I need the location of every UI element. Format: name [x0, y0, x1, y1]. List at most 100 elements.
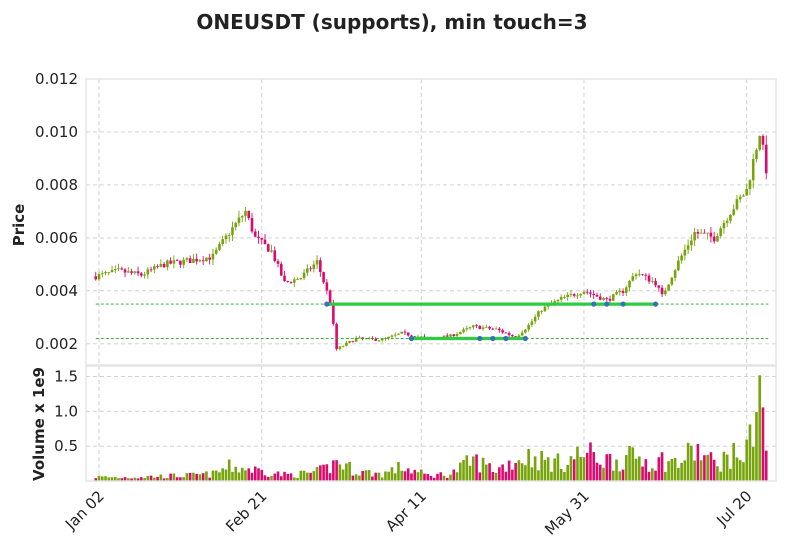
volume-bar [416, 472, 420, 481]
volume-bar [465, 455, 469, 481]
candle-body [172, 260, 176, 264]
candle-body [358, 337, 361, 339]
volume-bar [214, 470, 218, 481]
candle-body [244, 210, 247, 217]
price-axis-ticks: 0.002 0.004 0.006 0.008 0.010 0.012 [35, 70, 78, 353]
volume-bar [358, 475, 361, 481]
volume-bar [286, 473, 290, 481]
candle-body [192, 258, 195, 264]
volume-bar [690, 445, 693, 481]
candle-body [485, 326, 488, 328]
candle-body [638, 274, 641, 276]
volume-bar [253, 466, 257, 481]
candle-body [624, 287, 628, 293]
candle-body [273, 250, 277, 262]
candle-body [611, 294, 615, 301]
volume-bar [205, 471, 208, 481]
volume-bar [647, 471, 651, 481]
volume-bar [354, 474, 358, 481]
candle-body [345, 342, 348, 346]
candle-body [602, 297, 605, 300]
volume-bar [153, 477, 156, 481]
candle-body [745, 188, 749, 196]
volume-bar [110, 477, 114, 481]
candle-body [100, 273, 104, 275]
candle-body [367, 337, 371, 339]
volume-bar [608, 453, 612, 481]
candle-body [468, 327, 472, 329]
candle-body [644, 274, 648, 276]
candle-body [227, 235, 231, 236]
volume-bar [247, 468, 251, 481]
volume-bar [501, 464, 504, 481]
volume-bar [143, 477, 146, 481]
volume-bar [367, 470, 371, 481]
candle-body [146, 269, 150, 275]
volume-bar [221, 468, 224, 481]
candle-body [667, 284, 670, 291]
volume-bar [472, 456, 475, 481]
candle-body [107, 272, 111, 273]
candle-body [387, 336, 390, 339]
candle-body [537, 311, 540, 317]
candle-body [472, 325, 475, 328]
candle-body [113, 269, 117, 270]
candle-body [651, 280, 654, 282]
volume-bar [182, 477, 185, 481]
candlesticks [94, 134, 768, 351]
volume-bar [504, 471, 508, 481]
candle-body [188, 258, 192, 264]
candle-body [725, 220, 729, 223]
volume-bar [263, 475, 267, 481]
candle-body [380, 338, 384, 341]
candle-body [179, 260, 182, 265]
candle-body [657, 285, 661, 288]
candle-body [647, 275, 651, 282]
candle-body [231, 227, 234, 236]
candle-body [729, 214, 732, 221]
volume-bar [104, 476, 107, 481]
volume-bar [179, 477, 182, 481]
candle-body [576, 295, 579, 297]
volume-bar [686, 442, 690, 481]
candle-body [338, 346, 342, 350]
volume-bar [644, 459, 648, 481]
volume-bar [524, 465, 527, 481]
candle-body [742, 195, 745, 197]
candle-body [270, 250, 273, 252]
volume-bar [585, 452, 589, 481]
volume-bar [595, 462, 599, 481]
volume-bar [374, 472, 377, 481]
candle-body [136, 271, 140, 274]
volume-axis-label: Volume x 1e9 [30, 367, 48, 481]
candle-body [325, 282, 329, 291]
price-tick-label: 0.010 [35, 123, 78, 141]
volume-bar [458, 462, 462, 481]
volume-bar [494, 472, 498, 481]
volume-bar [234, 466, 238, 481]
candle-body [751, 158, 755, 181]
candle-body [589, 292, 592, 294]
candle-body [709, 232, 713, 237]
candle-body [208, 257, 211, 260]
candle-body [488, 326, 491, 329]
volume-bar [514, 462, 517, 481]
volume-bar [100, 476, 104, 481]
volume-bar [120, 478, 124, 481]
candle-body [211, 253, 215, 260]
candle-body [758, 135, 762, 150]
candle-body [462, 329, 465, 333]
volume-bar [439, 472, 443, 481]
candle-body [322, 272, 325, 283]
candle-body [572, 294, 576, 296]
candle-body [182, 259, 185, 265]
candle-body [247, 210, 251, 219]
candle-body [406, 332, 410, 336]
candle-body [234, 222, 238, 228]
candle-body [693, 232, 696, 241]
candle-body [670, 277, 674, 285]
date-tick-label: Jan 02 [61, 487, 108, 534]
candle-body [130, 271, 133, 273]
volume-bar [302, 470, 306, 481]
date-tick-label: May 31 [541, 487, 593, 539]
